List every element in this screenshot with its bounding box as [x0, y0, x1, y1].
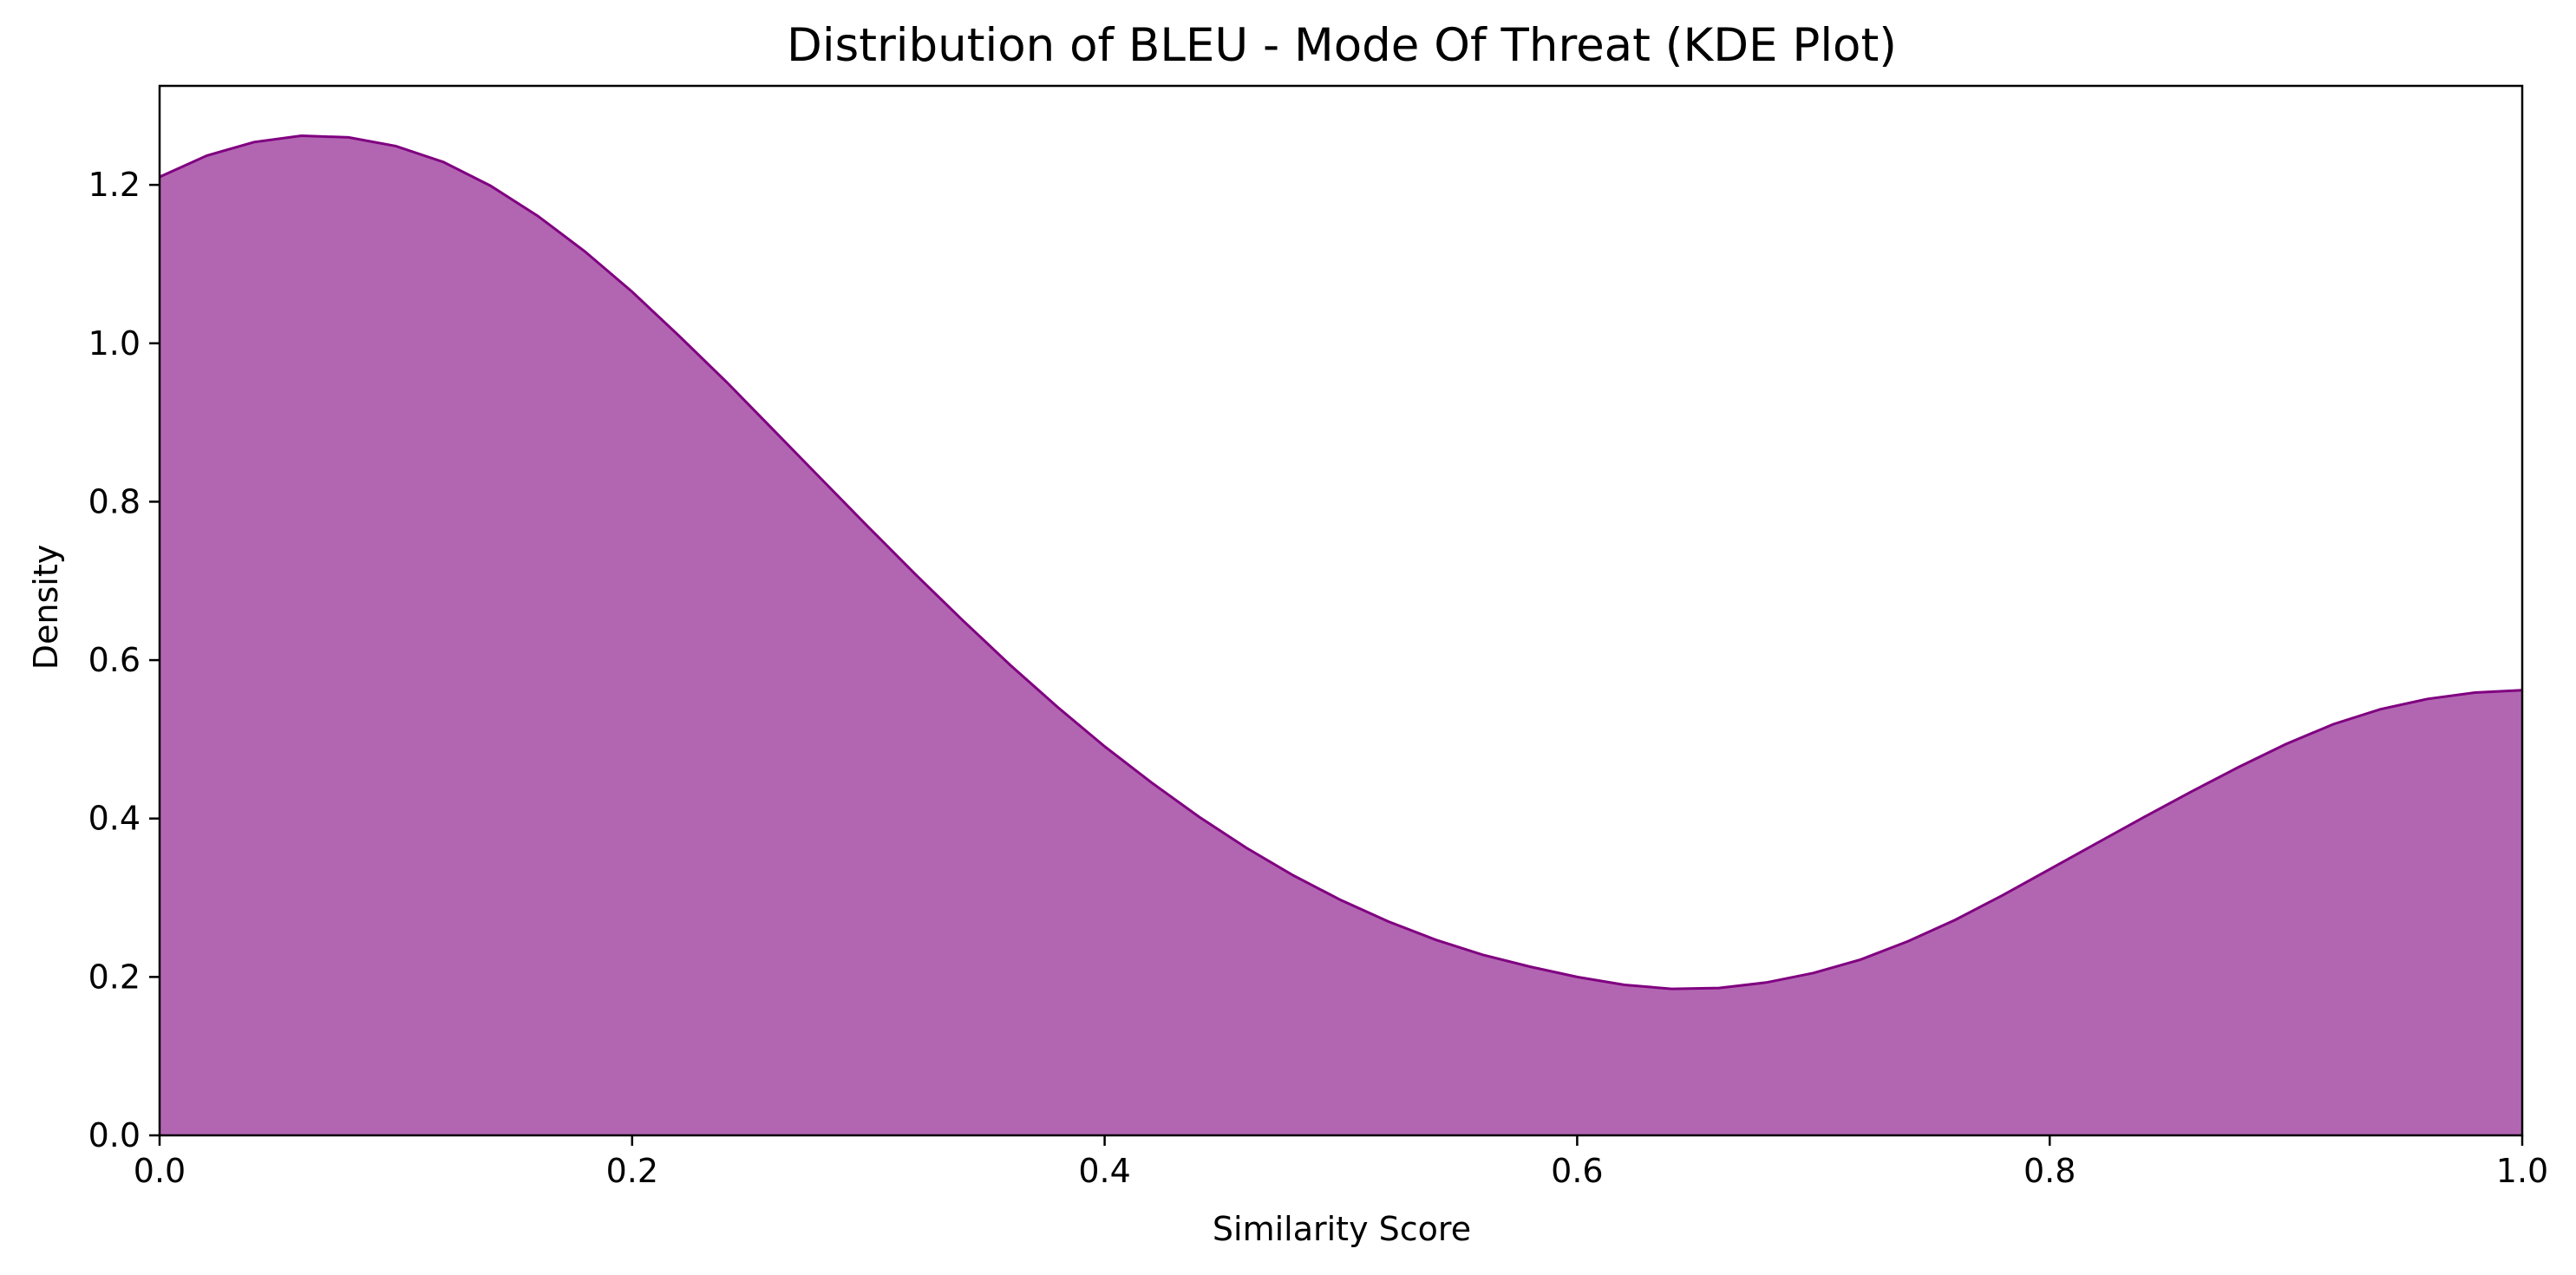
plot-area — [158, 84, 2524, 1137]
x-tick-label: 0.6 — [1551, 1152, 1603, 1190]
x-axis-label: Similarity Score — [1213, 1210, 1471, 1248]
y-tick-label: 1.2 — [88, 166, 141, 204]
x-tick-label: 0.4 — [1078, 1152, 1130, 1190]
y-tick-label: 1.0 — [88, 324, 141, 363]
x-tick-label: 0.8 — [2024, 1152, 2076, 1190]
y-tick-label: 0.2 — [88, 958, 141, 996]
y-axis-label: Density — [27, 545, 65, 670]
axis-ticks: 0.0 0.2 0.4 0.6 0.8 1.0 0.0 0.2 0.4 0.6 0.8 1.0 1.2 — [88, 166, 2549, 1190]
kde-curve-line-0 — [159, 134, 2523, 991]
y-tick-label: 0.6 — [88, 641, 141, 679]
plot-frame — [158, 84, 2524, 1137]
y-tick-label: 0.4 — [88, 800, 141, 838]
x-tick-label: 1.0 — [2496, 1152, 2548, 1190]
y-tick-label: 0.0 — [88, 1116, 141, 1154]
kde-area-fill-0 — [160, 135, 2522, 1135]
x-tick-label: 0.2 — [606, 1152, 658, 1190]
y-tick-label: 0.8 — [88, 482, 141, 520]
x-tick-label: 0.0 — [134, 1152, 186, 1190]
chart-title: Distribution of BLEU - Mode Of Threat (K… — [787, 19, 1897, 72]
